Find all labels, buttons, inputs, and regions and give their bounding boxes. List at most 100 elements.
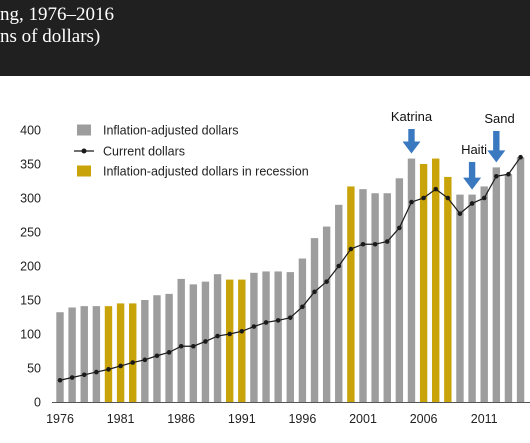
bar <box>492 167 501 402</box>
bar <box>335 204 343 402</box>
line-point <box>130 360 136 365</box>
line-point <box>118 363 123 369</box>
line-point <box>469 201 475 206</box>
line-point <box>69 375 75 380</box>
legend-marker <box>81 148 87 154</box>
line-point <box>178 343 184 349</box>
bar <box>347 186 355 402</box>
chart-header: ng, 1976–2016 ns of dollars) <box>0 0 530 76</box>
bar <box>444 176 452 402</box>
bar <box>395 178 404 402</box>
line-point <box>263 320 269 325</box>
bar <box>456 194 464 402</box>
legend-label: Current dollars <box>103 145 185 159</box>
bar <box>189 284 198 402</box>
line-point <box>518 154 523 160</box>
bar <box>383 193 391 402</box>
line-point <box>142 357 148 363</box>
bar <box>359 189 367 402</box>
y-tick-label: 400 <box>20 124 41 138</box>
y-tick-label: 250 <box>20 226 41 240</box>
y-axis: 0 50 100 150 200 250 300 350 400 <box>20 124 41 410</box>
legend-swatch <box>77 165 91 177</box>
line-point <box>275 318 281 323</box>
arrow-icon <box>487 131 506 163</box>
x-tick-label: 1991 <box>228 412 256 426</box>
bar <box>165 293 173 402</box>
annotation-label: Sand <box>484 111 514 126</box>
bar <box>298 258 307 402</box>
arrow-head <box>487 150 506 163</box>
x-tick-label: 2001 <box>349 412 377 426</box>
annotation-label: Haiti <box>461 142 487 157</box>
arrow-icon <box>402 129 421 154</box>
line-point <box>227 331 232 337</box>
line-point <box>57 377 63 383</box>
y-tick-label: 150 <box>20 294 41 308</box>
arrow-head <box>463 177 482 190</box>
y-tick-label: 0 <box>34 396 41 410</box>
bar <box>92 306 101 402</box>
chart-title-line2: ns of dollars) <box>0 26 101 47</box>
line-point <box>324 279 329 284</box>
x-tick-label: 1976 <box>46 412 74 426</box>
y-tick-label: 300 <box>20 192 41 206</box>
x-tick-label: 2006 <box>410 412 438 426</box>
arrow-head <box>402 141 421 154</box>
bar <box>310 238 319 402</box>
line-point <box>409 199 414 205</box>
x-tick-label: 1981 <box>107 412 135 426</box>
annotation-label: Katrina <box>391 109 433 124</box>
bar <box>116 303 125 402</box>
line-point <box>287 315 293 320</box>
line-point <box>154 353 160 359</box>
bar <box>371 193 379 402</box>
line-point <box>433 186 439 192</box>
line-point <box>312 289 317 295</box>
line-point <box>300 304 305 310</box>
bar <box>250 272 258 402</box>
line-point <box>397 225 402 231</box>
bar <box>56 312 64 402</box>
line-point <box>348 246 354 252</box>
chart-legend: Inflation-adjusted dollars Current dollar… <box>74 124 309 179</box>
bar <box>238 279 246 402</box>
arrow-shaft <box>493 131 500 152</box>
x-tick-label: 1986 <box>167 412 195 426</box>
line-point <box>81 372 87 378</box>
bar <box>468 194 476 402</box>
bar <box>419 164 428 402</box>
line-point <box>336 263 342 269</box>
y-tick-label: 50 <box>27 362 41 376</box>
bar <box>80 306 88 402</box>
line-point <box>494 173 499 179</box>
x-axis: 1976 1981 1986 1991 1996 2001 2006 2011 <box>46 402 530 426</box>
chart-plot: 0 50 100 150 200 250 300 350 400 1976 1981 1986 199… <box>20 109 530 426</box>
bar <box>153 295 161 402</box>
y-tick-label: 100 <box>20 328 41 342</box>
legend-swatch <box>77 124 91 136</box>
bar <box>480 186 488 402</box>
line-point <box>191 343 196 349</box>
y-tick-label: 350 <box>20 158 41 172</box>
bar <box>177 278 185 402</box>
bar <box>225 279 234 402</box>
bar <box>262 271 270 402</box>
bar <box>286 272 294 402</box>
legend-label: Inflation-adjusted dollars in recession <box>103 165 309 179</box>
line-point <box>94 369 99 375</box>
bar <box>504 174 513 402</box>
bar <box>68 307 76 402</box>
arrow-shaft <box>408 129 415 143</box>
arrow-icon <box>463 162 482 190</box>
bar <box>104 306 113 402</box>
bar <box>141 300 149 402</box>
line-point <box>166 350 172 355</box>
bar <box>129 303 137 402</box>
bar <box>322 226 331 402</box>
x-tick-label: 1996 <box>288 412 316 426</box>
line-point <box>445 195 451 201</box>
line-point <box>215 333 220 339</box>
line-point <box>384 239 390 244</box>
chart-title-line1: ng, 1976–2016 <box>0 4 114 25</box>
